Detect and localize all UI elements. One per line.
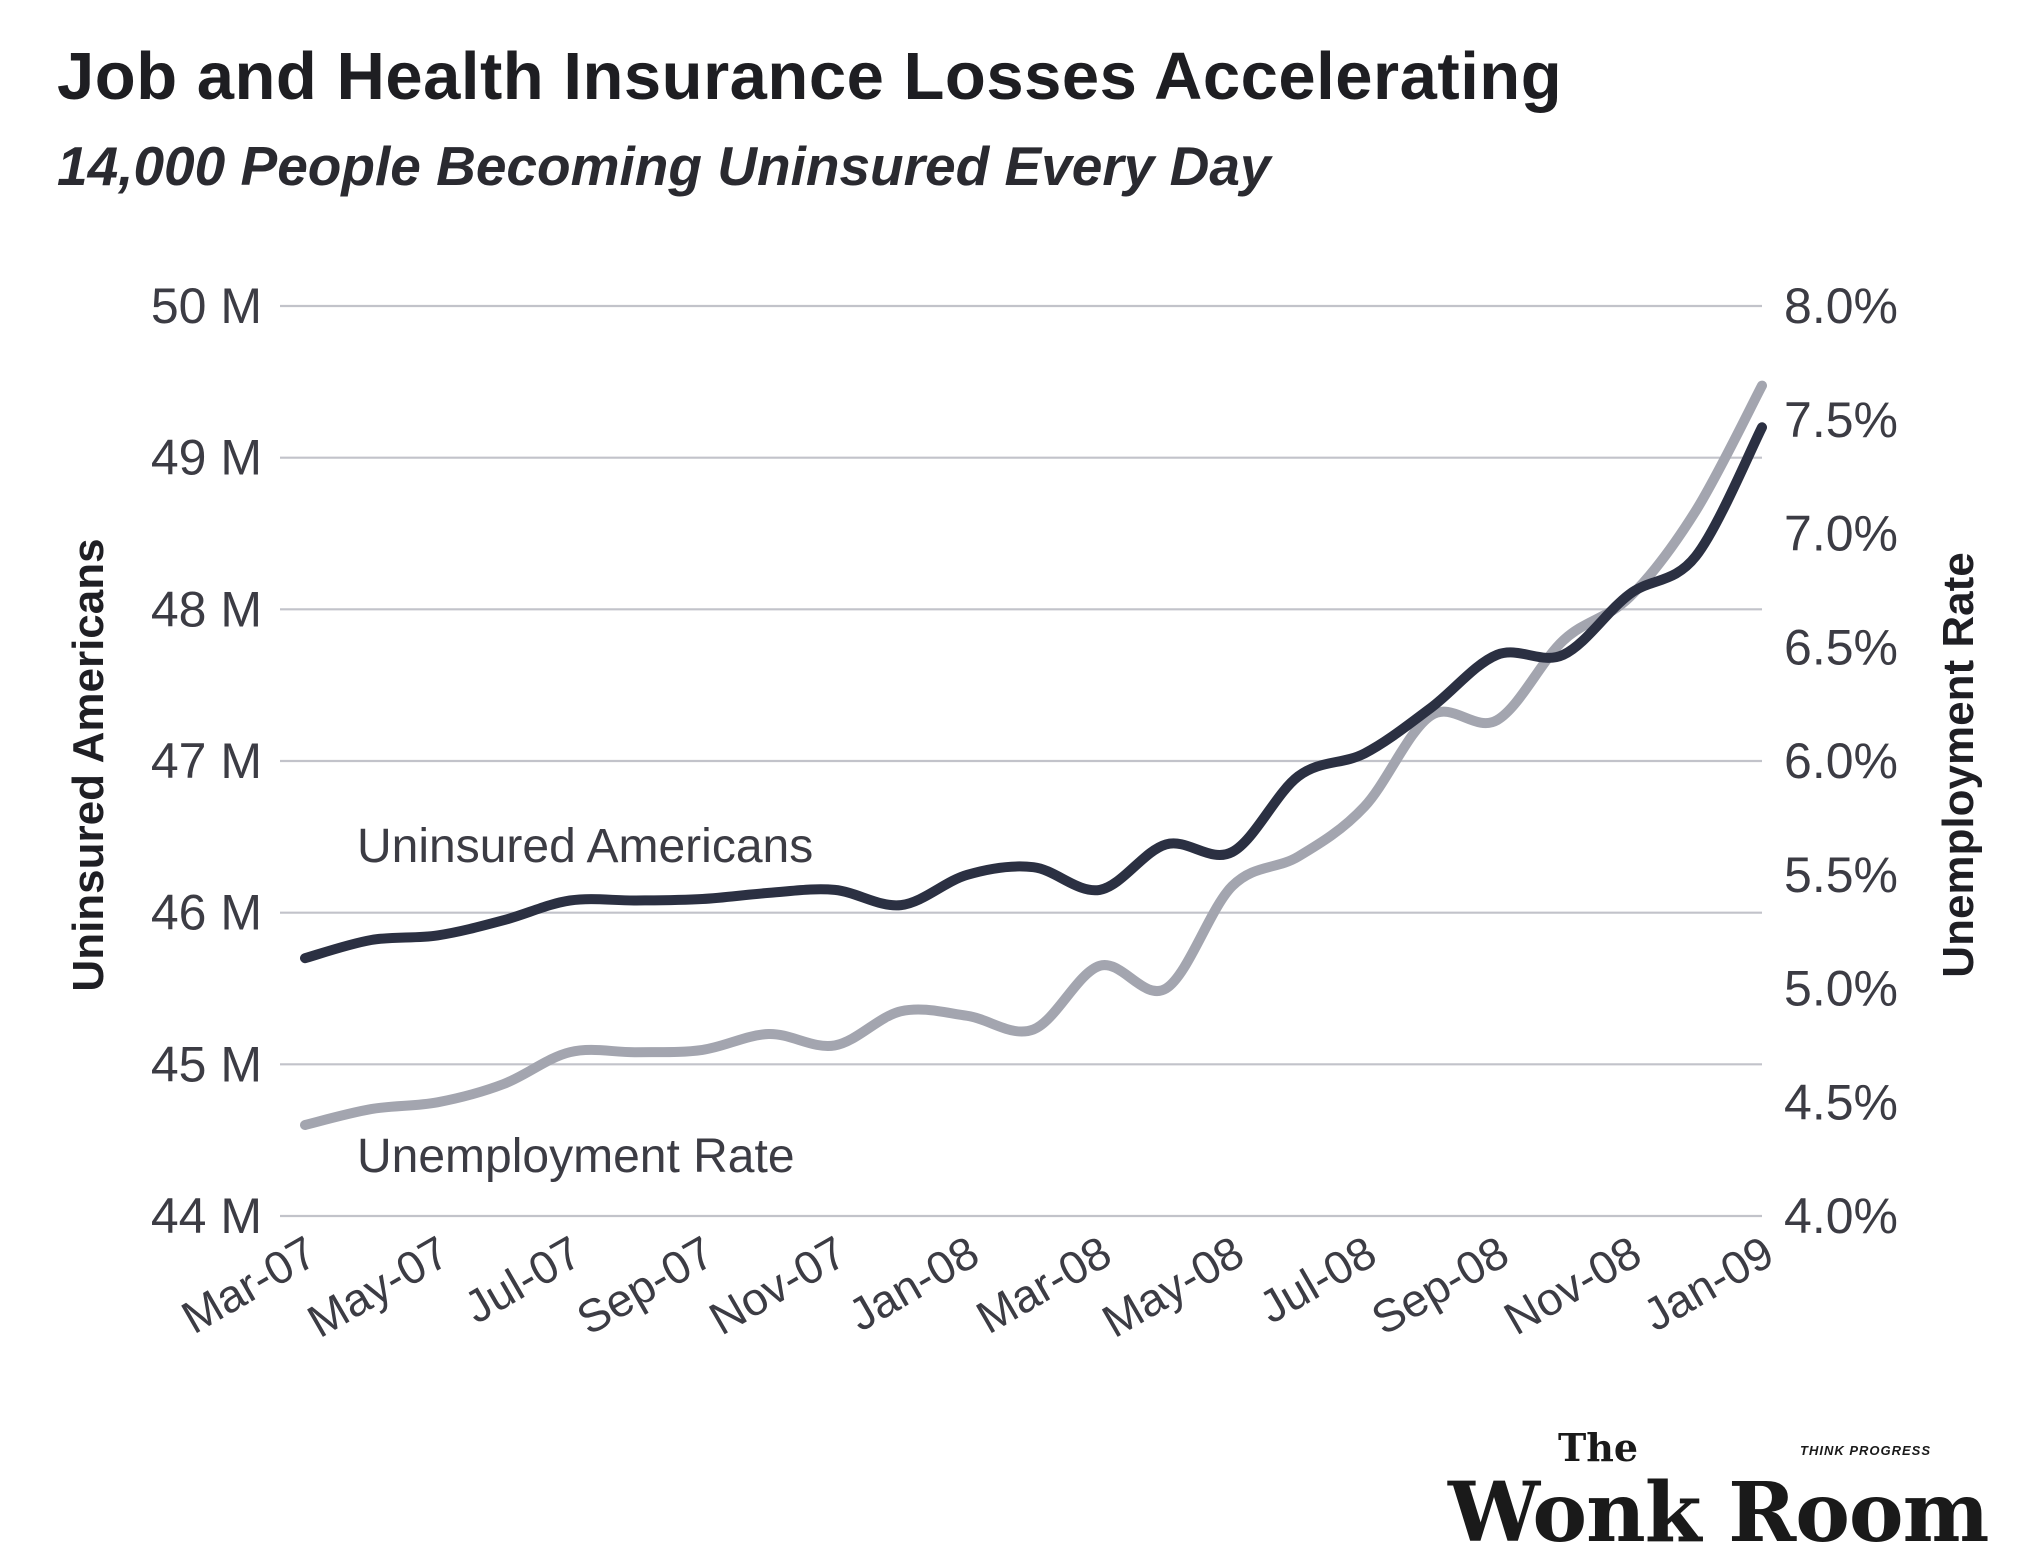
left-tick-label: 49 M xyxy=(151,430,262,486)
series-lines xyxy=(300,380,1767,1130)
uninsured-americans-line xyxy=(300,422,1767,964)
left-tick-label: 46 M xyxy=(151,885,262,941)
right-tick-label: 5.0% xyxy=(1784,961,1898,1017)
left-axis-label: Uninsured Americans xyxy=(64,538,113,991)
right-tick-label: 6.0% xyxy=(1784,733,1898,789)
x-tick-label: Jan-09 xyxy=(1634,1226,1782,1341)
x-tick-label: Jul-08 xyxy=(1250,1226,1385,1334)
right-axis-ticks: 4.0% 4.5% 5.0% 5.5% 6.0% 6.5% 7.0% 7.5% 8.0% xyxy=(1784,278,1898,1244)
left-tick-label: 50 M xyxy=(151,278,262,334)
x-tick-label: May-08 xyxy=(1093,1226,1252,1348)
right-axis-label: Unemployment Rate xyxy=(1934,552,1983,977)
right-tick-label: 4.5% xyxy=(1784,1074,1898,1130)
gridlines xyxy=(280,304,1762,1218)
logo-the: The xyxy=(1558,1425,1639,1470)
x-tick-label: Nov-07 xyxy=(700,1226,854,1345)
x-axis-ticks: Mar-07May-07Jul-07Sep-07Nov-07Jan-08Mar-… xyxy=(173,1226,1782,1348)
left-tick-label: 45 M xyxy=(151,1036,262,1092)
right-tick-label: 5.5% xyxy=(1784,847,1898,903)
right-tick-label: 6.5% xyxy=(1784,619,1898,675)
left-tick-label: 44 M xyxy=(151,1188,262,1244)
x-tick-label: May-07 xyxy=(299,1226,458,1348)
right-tick-label: 7.0% xyxy=(1784,506,1898,562)
series-label-uninsured: Uninsured Americans xyxy=(357,820,813,873)
chart-subtitle: 14,000 People Becoming Uninsured Every D… xyxy=(57,135,1271,197)
left-tick-label: 48 M xyxy=(151,581,262,637)
logo-tagline: THINK PROGRESS xyxy=(1800,1443,1932,1458)
x-tick-label: Sep-08 xyxy=(1363,1226,1517,1345)
left-tick-label: 47 M xyxy=(151,733,262,789)
x-tick-label: Jan-08 xyxy=(839,1226,987,1341)
right-tick-label: 4.0% xyxy=(1784,1188,1898,1244)
x-tick-label: Jul-07 xyxy=(455,1226,590,1334)
series-label-unemployment: Unemployment Rate xyxy=(357,1130,795,1183)
x-tick-label: Nov-08 xyxy=(1495,1226,1649,1345)
x-tick-label: Mar-08 xyxy=(968,1226,1120,1344)
right-tick-label: 7.5% xyxy=(1784,392,1898,448)
chart-title: Job and Health Insurance Losses Accelera… xyxy=(57,39,1563,114)
right-tick-label: 8.0% xyxy=(1784,278,1898,334)
logo-name: Wonk Room xyxy=(1448,1465,1989,1561)
wonk-room-logo: The THINK PROGRESS Wonk Room xyxy=(1448,1425,1989,1561)
unemployment-rate-line xyxy=(300,380,1767,1130)
x-tick-label: Sep-07 xyxy=(568,1226,722,1345)
left-axis-ticks: 44 M 45 M 46 M 47 M 48 M 49 M 50 M xyxy=(151,278,262,1244)
